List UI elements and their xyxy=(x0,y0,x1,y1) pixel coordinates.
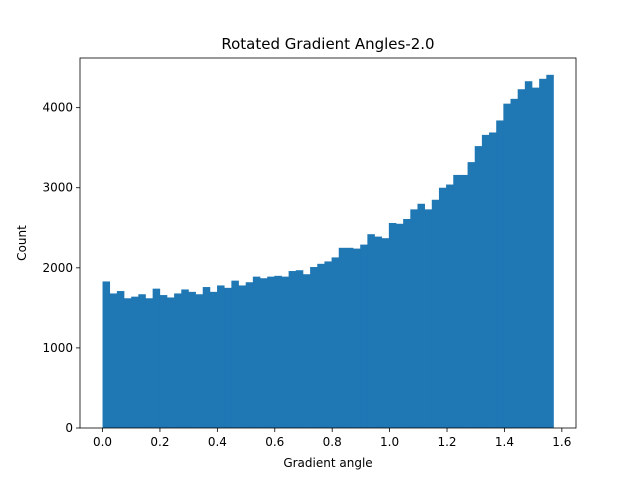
histogram-bar xyxy=(288,271,297,428)
histogram-bar xyxy=(188,291,196,428)
histogram-bar xyxy=(109,293,118,428)
y-tick-label: 1000 xyxy=(42,341,73,355)
histogram-bar xyxy=(310,267,318,428)
histogram-bar xyxy=(345,247,354,428)
histogram-bar xyxy=(224,287,232,428)
histogram-bar xyxy=(145,298,153,428)
histogram-bar xyxy=(431,199,440,428)
histogram-bar xyxy=(353,248,361,428)
histogram-bar xyxy=(245,282,254,428)
histogram-bar xyxy=(517,89,526,428)
x-axis-label: Gradient angle xyxy=(283,456,372,470)
histogram-bar xyxy=(231,280,239,428)
x-tick-label: 1.0 xyxy=(380,435,399,449)
histogram-bar xyxy=(274,275,282,428)
histogram-bar xyxy=(317,263,325,428)
y-tick-label: 4000 xyxy=(42,101,73,115)
histogram-bar xyxy=(324,261,332,428)
y-axis-label: Count xyxy=(15,225,29,261)
histogram-bar xyxy=(424,209,433,428)
histogram-bar xyxy=(446,184,454,428)
x-tick-label: 0.2 xyxy=(150,435,169,449)
histogram-bar xyxy=(467,162,476,428)
y-tick-label: 0 xyxy=(65,421,73,435)
histogram-bar xyxy=(474,146,483,428)
histogram-bar xyxy=(116,291,125,428)
histogram-bar xyxy=(131,296,139,428)
histogram-bar xyxy=(417,203,425,428)
histogram-bar xyxy=(195,294,204,428)
histogram-bar xyxy=(438,187,447,428)
chart-title: Rotated Gradient Angles-2.0 xyxy=(221,35,434,53)
histogram-bar xyxy=(252,276,261,428)
histogram-bar xyxy=(295,270,304,428)
x-tick-label: 0.0 xyxy=(93,435,112,449)
histogram-bar xyxy=(410,209,418,428)
histogram-bar xyxy=(209,291,218,428)
y-axis-ticks: 0 1000 2000 3000 4000 xyxy=(42,101,80,435)
plot-frame xyxy=(79,57,577,429)
histogram-bar xyxy=(510,98,519,429)
histogram-bar xyxy=(381,238,390,428)
x-axis-ticks: 0.0 0.2 0.4 0.6 0.8 1.0 1.2 1.4 1.6 xyxy=(93,428,571,449)
histogram-bar xyxy=(367,234,375,428)
histogram-bar xyxy=(496,120,504,428)
histogram-bar xyxy=(267,276,275,428)
histogram-bar xyxy=(181,289,189,428)
x-tick-label: 0.8 xyxy=(323,435,342,449)
histogram-bar xyxy=(152,288,161,428)
y-tick-label: 2000 xyxy=(42,261,73,275)
x-tick-label: 1.6 xyxy=(552,435,571,449)
histogram-bar xyxy=(503,103,511,428)
x-tick-label: 1.4 xyxy=(495,435,514,449)
histogram-bar xyxy=(281,276,289,428)
histogram-bar xyxy=(338,247,347,428)
histogram-bar xyxy=(453,174,461,428)
histogram-bar xyxy=(546,74,554,429)
histogram-bar xyxy=(174,293,182,428)
x-tick-label: 0.4 xyxy=(208,435,227,449)
histogram-bar xyxy=(217,285,225,428)
histogram-bar xyxy=(138,294,146,428)
histogram-bar xyxy=(202,287,211,428)
histogram-bar xyxy=(260,278,268,428)
histogram-bar xyxy=(159,295,168,428)
histogram-bar xyxy=(331,257,340,428)
histogram-bar xyxy=(403,218,411,428)
x-tick-label: 1.2 xyxy=(437,435,456,449)
histogram-bar xyxy=(489,132,497,428)
histogram-bar xyxy=(102,281,111,428)
histogram-bar xyxy=(238,285,247,428)
histogram-bar xyxy=(531,87,540,429)
histogram-bar xyxy=(460,174,468,428)
x-tick-label: 0.6 xyxy=(265,435,284,449)
histogram-bar xyxy=(524,81,533,429)
histogram-bar xyxy=(166,297,175,428)
histogram-bar xyxy=(124,298,132,428)
histogram-bar xyxy=(374,236,383,428)
histogram-bar xyxy=(539,78,547,428)
histogram-bars xyxy=(102,74,554,429)
y-tick-label: 3000 xyxy=(42,181,73,195)
histogram-bar xyxy=(302,274,311,428)
histogram-bar xyxy=(481,134,490,428)
histogram-bar xyxy=(388,222,397,428)
histogram-bar xyxy=(395,223,404,428)
histogram-bar xyxy=(360,244,368,428)
